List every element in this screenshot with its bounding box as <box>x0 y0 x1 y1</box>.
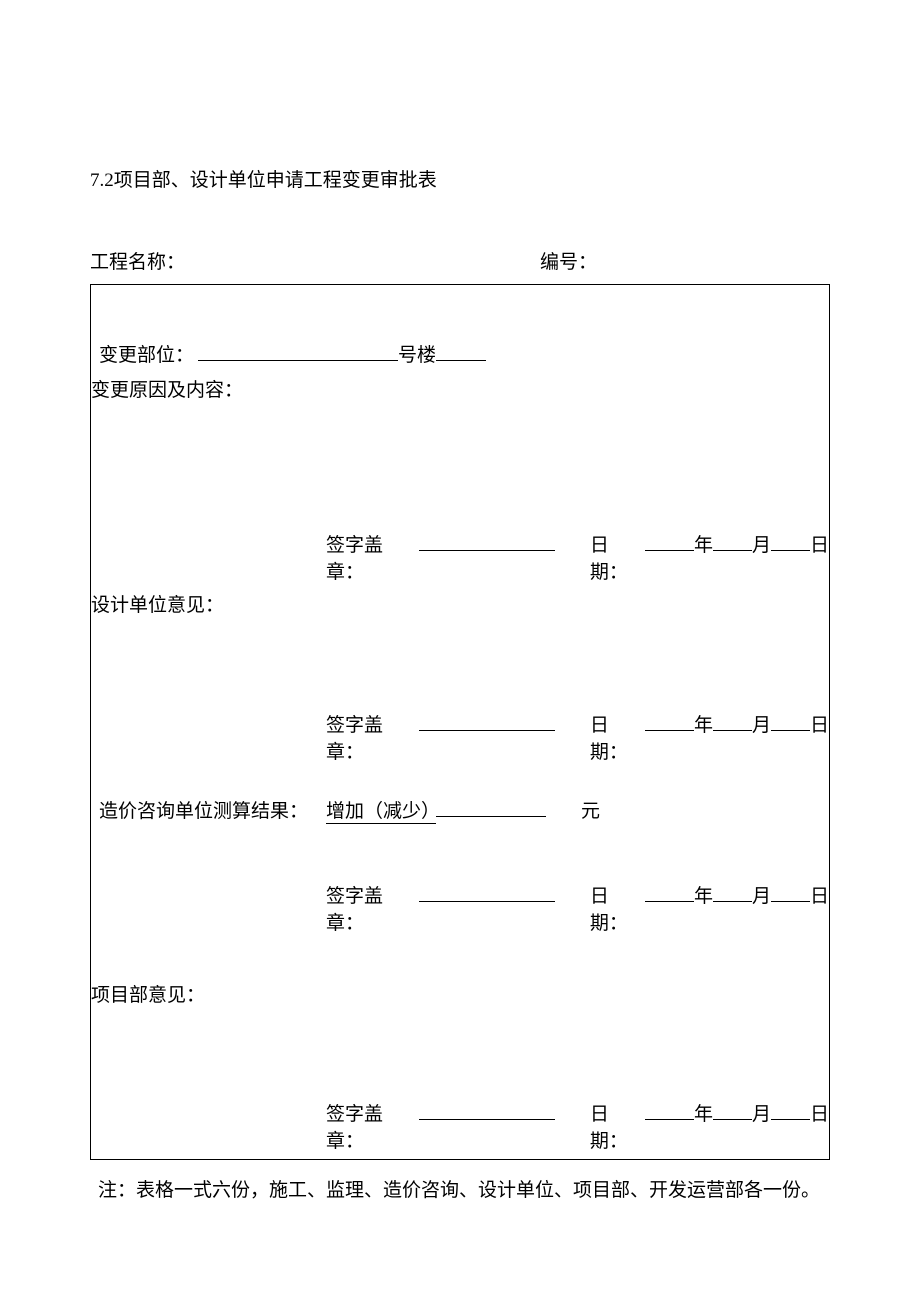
footnote-text: 注：表格一式六份，施工、监理、造价咨询、设计单位、项目部、开发运营部各一份。 <box>90 1170 830 1212</box>
month-text-2: 月 <box>752 710 771 737</box>
date-label-3: 日期： <box>590 881 646 935</box>
header-line: 工程名称： 编号： <box>90 247 830 274</box>
day-field-4[interactable] <box>771 1098 810 1120</box>
sign-label-1: 签字盖章： <box>326 530 419 584</box>
location-input-field[interactable] <box>198 339 398 361</box>
date-label-1: 日期： <box>590 530 646 584</box>
day-field-2[interactable] <box>771 709 810 731</box>
project-label: 项目部意见： <box>91 980 829 1007</box>
row-cost-result: 造价咨询单位测算结果： 增加（减少） 元 签字盖章： 日期： 年 月 日 <box>91 770 830 980</box>
signature-line-4: 签字盖章： 日期： 年 月 日 <box>91 1098 829 1153</box>
yuan-label: 元 <box>581 796 600 823</box>
month-field-2[interactable] <box>713 709 752 731</box>
day-text-1: 日 <box>810 530 829 557</box>
row-change-reason: 变更原因及内容： 签字盖章： 日期： 年 月 日 <box>91 375 830 590</box>
cost-change-field[interactable]: 增加（减少） <box>326 796 436 824</box>
sign-field-3[interactable] <box>419 880 555 902</box>
row-change-location: 变更部位： 号楼 <box>91 285 830 375</box>
cost-amount-field[interactable] <box>436 795 546 817</box>
year-field-3[interactable] <box>645 880 694 902</box>
year-field-1[interactable] <box>645 529 694 551</box>
year-text-1: 年 <box>694 530 713 557</box>
building-suffix: 号楼 <box>398 340 436 367</box>
year-text-2: 年 <box>694 710 713 737</box>
day-field-1[interactable] <box>771 529 810 551</box>
number-label: 编号： <box>540 247 830 274</box>
row-design-opinion: 设计单位意见： 签字盖章： 日期： 年 月 日 <box>91 590 830 770</box>
date-label-4: 日期： <box>590 1099 646 1153</box>
form-title: 7.2项目部、设计单位申请工程变更审批表 <box>90 165 830 192</box>
sign-field-1[interactable] <box>419 529 555 551</box>
month-text-1: 月 <box>752 530 771 557</box>
month-text-4: 月 <box>752 1099 771 1126</box>
design-label: 设计单位意见： <box>91 590 829 617</box>
signature-line-1: 签字盖章： 日期： 年 月 日 <box>91 529 829 584</box>
sign-label-2: 签字盖章： <box>326 710 419 764</box>
month-field-4[interactable] <box>713 1098 752 1120</box>
day-text-4: 日 <box>810 1099 829 1126</box>
day-field-3[interactable] <box>771 880 810 902</box>
project-name-label: 工程名称： <box>90 247 540 274</box>
sign-label-3: 签字盖章： <box>326 881 419 935</box>
month-field-3[interactable] <box>713 880 752 902</box>
signature-line-2: 签字盖章： 日期： 年 月 日 <box>91 709 829 764</box>
date-label-2: 日期： <box>590 710 646 764</box>
location-label: 变更部位： <box>99 340 194 367</box>
signature-line-3: 签字盖章： 日期： 年 月 日 <box>91 880 829 935</box>
year-text-3: 年 <box>694 881 713 908</box>
reason-label: 变更原因及内容： <box>91 375 829 402</box>
approval-form-table: 变更部位： 号楼 变更原因及内容： 签字盖章： 日期： 年 月 日 <box>90 284 830 1160</box>
month-text-3: 月 <box>752 881 771 908</box>
month-field-1[interactable] <box>713 529 752 551</box>
sign-field-4[interactable] <box>419 1098 555 1120</box>
cost-label: 造价咨询单位测算结果： <box>99 796 308 823</box>
year-field-2[interactable] <box>645 709 694 731</box>
day-text-2: 日 <box>810 710 829 737</box>
year-text-4: 年 <box>694 1099 713 1126</box>
sign-field-2[interactable] <box>419 709 555 731</box>
sign-label-4: 签字盖章： <box>326 1099 419 1153</box>
day-text-3: 日 <box>810 881 829 908</box>
year-field-4[interactable] <box>645 1098 694 1120</box>
building-number-field[interactable] <box>436 339 486 361</box>
row-project-opinion: 项目部意见： 签字盖章： 日期： 年 月 日 <box>91 980 830 1160</box>
